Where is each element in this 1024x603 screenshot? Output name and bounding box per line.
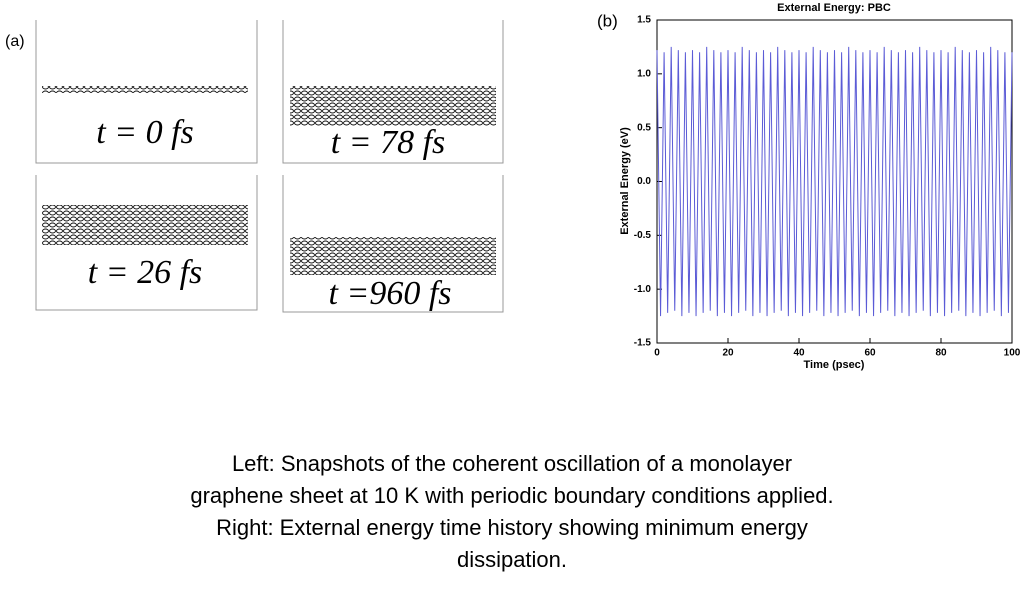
graphene-snapshot <box>42 86 248 93</box>
snapshot-label: t = 78 fs <box>331 124 446 161</box>
x-tick-label: 100 <box>1004 348 1021 359</box>
x-tick-label: 20 <box>722 348 734 359</box>
caption-line: Left: Snapshots of the coherent oscillat… <box>232 451 792 476</box>
y-tick-label: -0.5 <box>634 230 652 241</box>
data-line <box>656 46 1013 317</box>
x-tick-label: 40 <box>793 348 805 359</box>
graphene-snapshot <box>42 205 248 245</box>
snapshot-label: t = 0 fs <box>96 114 194 151</box>
graphene-snapshot <box>290 86 496 126</box>
panel-label: (a) <box>5 33 25 50</box>
y-axis-label: External Energy (eV) <box>619 127 631 235</box>
x-tick-label: 0 <box>654 348 660 359</box>
y-tick-label: 1.5 <box>637 15 651 26</box>
x-tick-label: 60 <box>864 348 876 359</box>
y-tick-label: 1.0 <box>637 68 651 79</box>
panel-label: (b) <box>597 11 618 30</box>
x-axis-label: Time (psec) <box>804 359 865 371</box>
x-tick-label: 80 <box>935 348 947 359</box>
caption-line: graphene sheet at 10 K with periodic bou… <box>190 483 833 508</box>
y-tick-label: -1.0 <box>634 284 652 295</box>
y-tick-label: 0.0 <box>637 176 651 187</box>
caption-line: Right: External energy time history show… <box>216 515 808 540</box>
y-tick-label: 0.5 <box>637 122 651 133</box>
y-tick-label: -1.5 <box>634 338 652 349</box>
caption-line: dissipation. <box>457 547 567 572</box>
snapshot-label: t = 26 fs <box>88 254 203 291</box>
graphene-snapshot <box>290 237 496 275</box>
snapshot-label: t =960 fs <box>328 275 451 312</box>
chart-title: External Energy: PBC <box>777 2 891 14</box>
